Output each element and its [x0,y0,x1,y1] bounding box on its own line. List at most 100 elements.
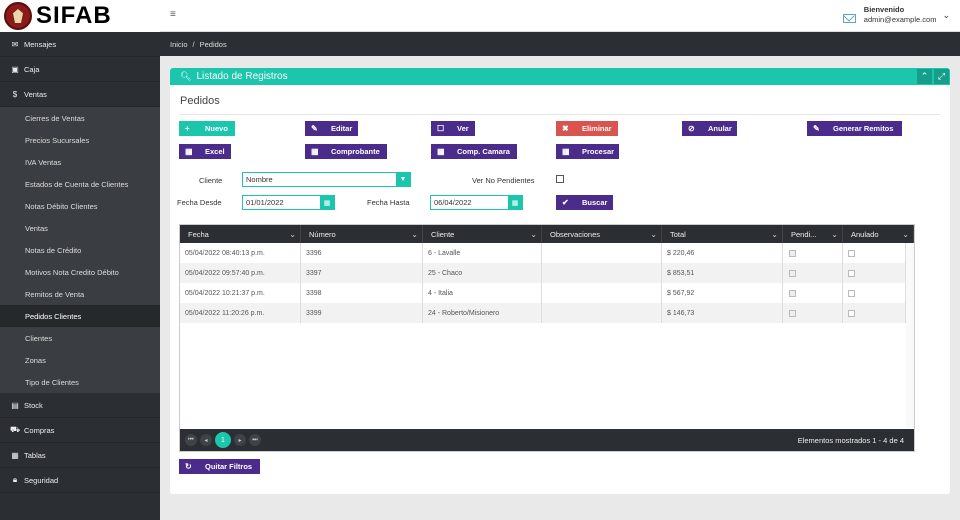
cell-pendiente [783,243,843,263]
cell-numero: 3399 [301,303,423,323]
nuevo-label: Nuevo [205,124,228,133]
sidebar-item-seguridad[interactable]: 🔒︎ Seguridad [0,468,160,493]
nuevo-button[interactable]: + Nuevo [179,121,235,136]
pager-info: Elementos mostrados 1 - 4 de 4 [797,435,904,445]
cliente-select[interactable]: Nombre ▼ [242,172,411,187]
ver-no-pendientes-checkbox[interactable] [556,175,564,183]
expand-icon[interactable]: ⤢ [934,69,949,84]
ver-label: Ver [457,124,469,133]
column-header-pendiente[interactable]: Pendi... ⌄ [783,225,843,243]
column-header-anulado[interactable]: Anulado ⌄ [843,225,914,243]
chevron-down-icon[interactable]: ⌄ [831,229,838,239]
cliente-placeholder: Nombre [246,175,273,184]
chevron-down-icon[interactable]: ⌄ [771,229,778,239]
cell-observaciones [542,263,662,283]
grid-icon: ▦ [562,147,570,156]
table-row[interactable]: 05/04/2022 11:20:26 p.m. 3399 24 - Rober… [180,303,914,323]
mail-icon[interactable] [842,13,856,23]
buscar-label: Buscar [582,198,608,207]
anular-button[interactable]: ⊘ Anular [682,121,737,136]
breadcrumb-separator: / [192,39,195,49]
menu-toggle-icon[interactable]: ≡ [170,9,176,20]
excel-button[interactable]: ▦ Excel [179,144,231,159]
breadcrumb: Inicio / Pedidos [160,32,960,56]
table-row[interactable]: 05/04/2022 10:21:37 p.m. 3398 4 - Italia… [180,283,914,303]
table-row[interactable]: 05/04/2022 08:40:13 p.m. 3396 6 - Lavall… [180,243,914,263]
eliminar-button[interactable]: ✖ Eliminar [556,121,618,136]
chevron-down-icon[interactable]: ⌄ [650,229,657,239]
breadcrumb-home[interactable]: Inicio [170,39,188,49]
cell-cliente: 24 - Roberto/Misionero [423,303,542,323]
collapse-icon[interactable]: ⌃ [917,69,932,84]
cell-cliente: 25 - Chaco [423,263,542,283]
sidebar-subitem[interactable]: Cierres de Ventas [25,113,85,123]
sidebar-subitem[interactable]: Notas Débito Clientes [25,201,98,211]
close-icon: ✖ [562,124,569,133]
chevron-down-icon[interactable]: ⌄ [289,229,296,239]
column-header-observaciones[interactable]: Observaciones ⌄ [542,225,662,243]
current-page-button[interactable]: 1 [215,432,231,448]
sidebar-item-stock[interactable]: ▤ Stock [0,393,160,418]
sidebar-subitem[interactable]: Estados de Cuenta de Clientes [25,179,129,189]
calendar-icon[interactable]: ▦ [508,196,522,209]
cell-anulado [843,283,906,303]
cart-icon: ⛟ [10,425,21,434]
last-page-icon[interactable]: ⏭ [249,434,261,446]
sidebar-subitem[interactable]: Notas de Crédito [25,245,82,255]
breadcrumb-current: Pedidos [199,39,227,49]
fecha-desde-value: 01/01/2022 [246,198,284,207]
chevron-down-icon[interactable]: ⌄ [942,9,950,20]
chevron-down-icon[interactable]: ⌄ [411,229,418,239]
next-page-icon[interactable]: ▸ [234,434,246,446]
buscar-button[interactable]: ✔ Buscar [556,195,613,210]
cell-total: $ 567,92 [662,283,783,303]
chevron-down-icon[interactable]: ⌄ [530,229,537,239]
sidebar-subitem[interactable]: Remitos de Venta [25,289,85,299]
sidebar-subitem[interactable]: Ventas [25,223,48,233]
table-row[interactable]: 05/04/2022 09:57:40 p.m. 3397 25 - Chaco… [180,263,914,283]
sidebar-subitem[interactable]: Tipo de Clientes [25,377,79,387]
fecha-hasta-value: 06/04/2022 [434,198,472,207]
fecha-desde-input[interactable]: 01/01/2022 ▦ [242,195,335,210]
grid-pager: ⏮ ◂ 1 ▸ ⏭ Elementos mostrados 1 - 4 de 4 [180,429,914,451]
sidebar-subitem[interactable]: Zonas [25,355,46,365]
generar-remitos-button[interactable]: ✎ Generar Remitos [807,121,902,136]
comp-camara-label: Comp. Camara [457,147,510,156]
first-page-icon[interactable]: ⏮ [185,434,197,446]
procesar-button[interactable]: ▦ Procesar [556,144,619,159]
column-label: Anulado [851,229,879,239]
cell-total: $ 853,51 [662,263,783,283]
sidebar-item-mensajes[interactable]: ✉ Mensajes [0,32,160,57]
chevron-down-icon[interactable]: ⌄ [902,229,909,239]
grid-header: Fecha ⌄ Número ⌄ Cliente ⌄ Observaciones ⌄ T… [180,225,914,243]
sidebar-subitem[interactable]: Motivos Nota Credito Débito [25,267,119,277]
cell-pendiente [783,303,843,323]
comp-camara-button[interactable]: ▦ Comp. Camara [431,144,517,159]
cell-observaciones [542,303,662,323]
column-header-numero[interactable]: Número ⌄ [301,225,423,243]
fecha-hasta-input[interactable]: 06/04/2022 ▦ [430,195,523,210]
vertical-scrollbar[interactable] [906,243,914,428]
sidebar-item-compras[interactable]: ⛟ Compras [0,418,160,443]
dropdown-arrow-icon[interactable]: ▼ [396,173,410,186]
sidebar-item-ventas[interactable]: $ Ventas [0,82,160,107]
comprobante-button[interactable]: ▦ Comprobante [305,144,387,159]
user-menu[interactable]: Bienvenido admin@example.com ⌄ [842,5,950,25]
sidebar-subitem-active[interactable]: Pedidos Clientes [0,305,160,327]
prev-page-icon[interactable]: ◂ [200,434,212,446]
sidebar-subitem[interactable]: Clientes [25,333,53,343]
column-header-fecha[interactable]: Fecha ⌄ [180,225,301,243]
ver-button[interactable]: ☐ Ver [431,121,475,136]
quitar-filtros-button[interactable]: ↻ Quitar Filtros [179,459,260,474]
edit-icon: ✎ [813,124,820,133]
editar-button[interactable]: ✎ Editar [305,121,358,136]
sidebar-subitem[interactable]: IVA Ventas [25,157,62,167]
sidebar-item-tablas[interactable]: ▦ Tablas [0,443,160,468]
calendar-icon[interactable]: ▦ [320,196,334,209]
generar-remitos-label: Generar Remitos [833,124,894,133]
lock-icon: 🔒︎ [12,475,18,484]
sidebar-subitem[interactable]: Precios Sucursales [25,135,90,145]
column-header-cliente[interactable]: Cliente ⌄ [423,225,542,243]
column-header-total[interactable]: Total ⌄ [662,225,783,243]
sidebar-item-caja[interactable]: ▣ Caja [0,57,160,82]
